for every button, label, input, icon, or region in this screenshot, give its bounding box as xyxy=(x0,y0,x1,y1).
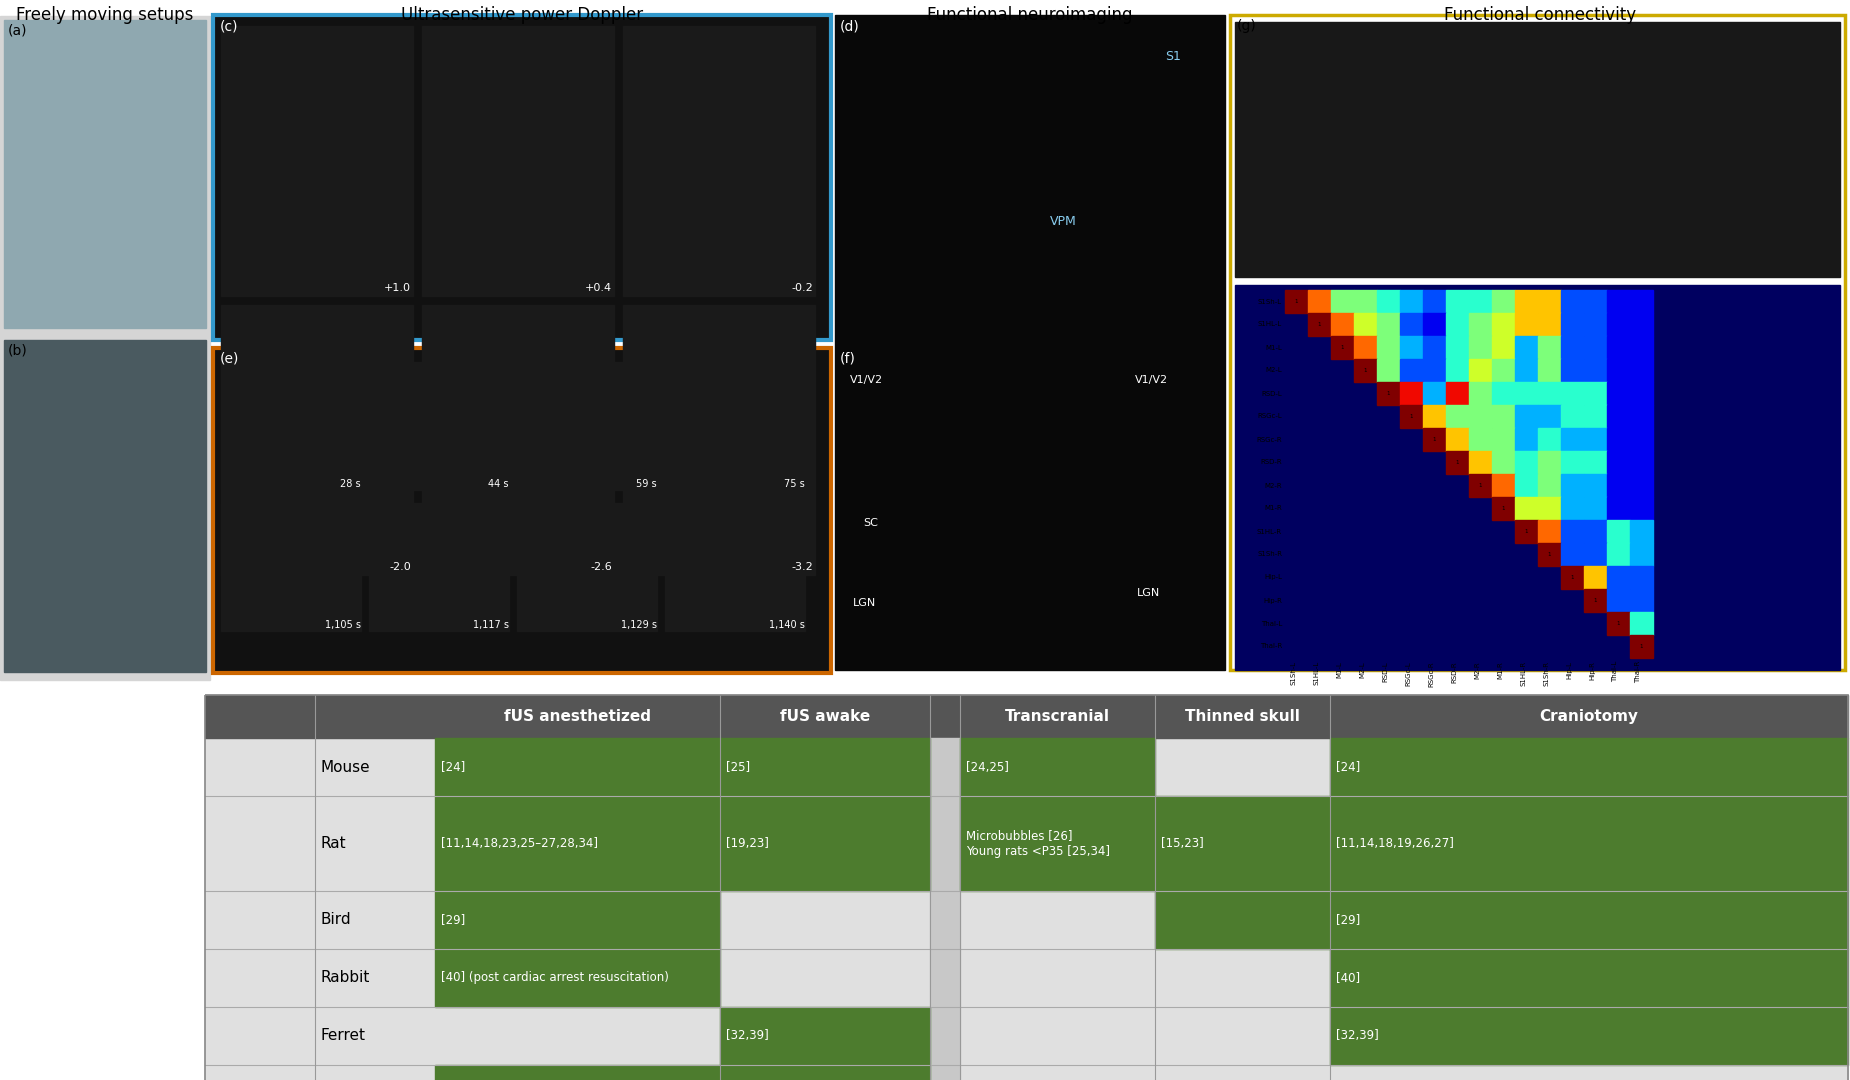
Bar xyxy=(1630,336,1654,359)
Text: S1HL-L: S1HL-L xyxy=(1258,322,1282,327)
Bar xyxy=(1469,359,1491,382)
Text: V1/V2: V1/V2 xyxy=(849,375,882,384)
Text: [11,14,18,19,26,27]: [11,14,18,19,26,27] xyxy=(1336,837,1454,850)
Bar xyxy=(1608,566,1630,589)
Text: (a): (a) xyxy=(7,24,28,38)
Text: RSGc-R: RSGc-R xyxy=(1256,436,1282,443)
Text: M2-L: M2-L xyxy=(1360,661,1365,678)
Text: 1,129 s: 1,129 s xyxy=(622,620,657,630)
Text: Thal-L: Thal-L xyxy=(1260,621,1282,626)
Bar xyxy=(205,796,1848,891)
Bar xyxy=(1447,382,1469,405)
Bar xyxy=(1491,291,1515,313)
Bar xyxy=(1537,336,1561,359)
Text: RSD-R: RSD-R xyxy=(1260,459,1282,465)
Bar xyxy=(1608,474,1630,497)
Text: Hip-R: Hip-R xyxy=(1264,597,1282,604)
Bar xyxy=(1354,313,1376,336)
Text: RSGc-L: RSGc-L xyxy=(1406,661,1412,686)
Bar xyxy=(1561,497,1584,519)
Text: 1: 1 xyxy=(1593,598,1597,603)
Bar xyxy=(435,796,720,891)
Text: (c): (c) xyxy=(220,19,239,33)
Bar xyxy=(1515,474,1537,497)
Bar xyxy=(1491,428,1515,451)
Text: 1: 1 xyxy=(1432,437,1436,442)
Text: 1,105 s: 1,105 s xyxy=(326,620,361,630)
Bar xyxy=(1491,382,1515,405)
Bar xyxy=(1584,566,1608,589)
Bar xyxy=(1447,428,1469,451)
Bar xyxy=(1630,566,1654,589)
Bar xyxy=(1330,313,1354,336)
Bar xyxy=(1447,405,1469,428)
Text: M1-L: M1-L xyxy=(1336,661,1343,678)
Bar xyxy=(1561,336,1584,359)
Bar xyxy=(931,796,960,891)
Bar xyxy=(1561,474,1584,497)
Text: Transcranial: Transcranial xyxy=(1005,708,1110,724)
Text: Ferret: Ferret xyxy=(320,1028,364,1043)
Bar xyxy=(1608,519,1630,543)
Text: Microbubbles [26]
Young rats <P35 [25,34]: Microbubbles [26] Young rats <P35 [25,34… xyxy=(966,829,1110,858)
Bar xyxy=(1608,405,1630,428)
Bar xyxy=(1608,428,1630,451)
Text: RSGc-L: RSGc-L xyxy=(1258,414,1282,419)
Bar xyxy=(1400,336,1423,359)
Bar xyxy=(1491,336,1515,359)
Text: +0.4: +0.4 xyxy=(585,283,612,293)
Text: (d): (d) xyxy=(840,19,860,33)
Text: [24]: [24] xyxy=(1336,760,1360,773)
Bar xyxy=(1330,738,1848,796)
Bar xyxy=(931,738,960,796)
Bar xyxy=(1469,474,1491,497)
Bar xyxy=(205,696,1848,738)
Bar xyxy=(1400,405,1423,428)
Text: Ultrasensitive power Doppler: Ultrasensitive power Doppler xyxy=(401,6,644,24)
Bar xyxy=(220,362,361,490)
Bar xyxy=(1608,336,1630,359)
Bar xyxy=(1515,336,1537,359)
Bar xyxy=(1515,405,1537,428)
Bar xyxy=(1469,405,1491,428)
Text: -0.2: -0.2 xyxy=(792,283,812,293)
Bar xyxy=(1584,497,1608,519)
Bar xyxy=(720,1007,931,1065)
Bar xyxy=(1630,497,1654,519)
Bar xyxy=(1308,313,1330,336)
Bar xyxy=(1469,451,1491,474)
Bar xyxy=(1561,359,1584,382)
Text: -2.6: -2.6 xyxy=(590,562,612,572)
Text: SC: SC xyxy=(862,518,879,528)
Bar xyxy=(1400,382,1423,405)
Bar xyxy=(4,21,205,328)
Text: S1Sh-L: S1Sh-L xyxy=(1291,661,1297,685)
Bar xyxy=(205,1007,1848,1065)
Bar xyxy=(435,1065,720,1080)
Bar xyxy=(1236,22,1841,276)
Bar xyxy=(1423,291,1447,313)
Bar xyxy=(664,362,805,490)
Bar xyxy=(931,949,960,1007)
Text: M1-R: M1-R xyxy=(1497,661,1504,678)
Bar xyxy=(1423,382,1447,405)
Bar xyxy=(1630,519,1654,543)
Text: Bird: Bird xyxy=(320,913,352,928)
Bar xyxy=(1376,291,1400,313)
Bar xyxy=(1537,382,1561,405)
Bar xyxy=(220,305,413,575)
Bar xyxy=(220,503,361,631)
Bar xyxy=(435,738,720,796)
Text: M2-L: M2-L xyxy=(1265,367,1282,374)
Bar xyxy=(422,26,614,296)
Bar xyxy=(213,348,831,673)
Bar xyxy=(1515,313,1537,336)
Bar xyxy=(1423,359,1447,382)
Bar xyxy=(931,1007,960,1065)
Bar xyxy=(205,1065,1848,1080)
Bar xyxy=(1308,291,1330,313)
Bar xyxy=(0,0,1850,16)
Text: [25]: [25] xyxy=(725,760,749,773)
Text: RSD-L: RSD-L xyxy=(1262,391,1282,396)
Bar xyxy=(664,503,805,631)
